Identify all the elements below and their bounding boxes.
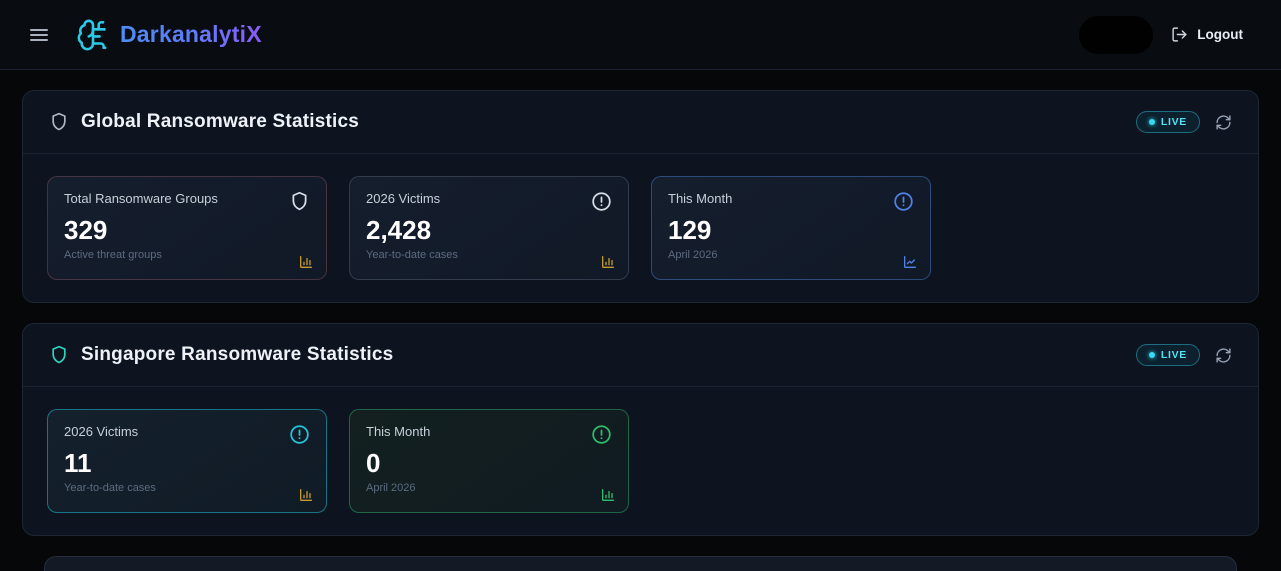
card-label: 2026 Victims bbox=[366, 191, 441, 206]
card-label: Total Ransomware Groups bbox=[64, 191, 218, 206]
stat-card-total-groups: Total Ransomware Groups 329 Active threa… bbox=[47, 176, 327, 280]
refresh-icon[interactable] bbox=[1215, 347, 1232, 364]
shield-icon bbox=[49, 112, 69, 132]
card-value: 129 bbox=[668, 215, 712, 245]
card-value: 0 bbox=[366, 448, 381, 478]
global-stats-panel: Global Ransomware Statistics LIVE Total … bbox=[22, 90, 1259, 303]
stat-card-sg-month: This Month 0 April 2026 bbox=[349, 409, 629, 513]
stat-card-sg-victims: 2026 Victims 11 Year-to-date cases bbox=[47, 409, 327, 513]
card-label: This Month bbox=[366, 424, 431, 439]
card-label: This Month bbox=[668, 191, 733, 206]
global-stats-header: Global Ransomware Statistics LIVE bbox=[23, 91, 1258, 154]
section-title: Singapore Ransomware Statistics bbox=[81, 344, 394, 365]
bar-chart-icon[interactable] bbox=[298, 254, 314, 270]
card-subtitle: April 2026 bbox=[366, 482, 416, 495]
bar-chart-icon[interactable] bbox=[600, 487, 616, 503]
card-label: 2026 Victims bbox=[64, 424, 139, 439]
live-badge: LIVE bbox=[1135, 111, 1200, 133]
menu-icon[interactable] bbox=[30, 28, 48, 41]
live-dot-icon bbox=[1148, 119, 1155, 125]
card-subtitle: Year-to-date cases bbox=[366, 249, 458, 262]
alert-circle-icon bbox=[893, 191, 914, 212]
card-value: 329 bbox=[64, 215, 108, 245]
user-badge[interactable] bbox=[1079, 15, 1154, 54]
logout-button[interactable]: Logout bbox=[1171, 26, 1243, 43]
refresh-icon[interactable] bbox=[1215, 114, 1232, 131]
brand-name: DarkanalytiX bbox=[120, 21, 262, 47]
shield-icon bbox=[49, 345, 69, 365]
alert-circle-icon bbox=[591, 424, 612, 445]
top-bar: DarkanalytiX Logout bbox=[0, 0, 1281, 70]
alert-circle-icon bbox=[591, 191, 612, 212]
card-subtitle: Year-to-date cases bbox=[64, 482, 156, 495]
card-value: 11 bbox=[64, 448, 92, 478]
brain-circuit-icon bbox=[76, 18, 110, 52]
card-subtitle: April 2026 bbox=[668, 249, 718, 262]
live-dot-icon bbox=[1148, 352, 1155, 358]
card-value: 2,428 bbox=[366, 215, 432, 245]
stat-card-global-month: This Month 129 April 2026 bbox=[651, 176, 931, 280]
logout-icon bbox=[1171, 26, 1188, 43]
singapore-stats-panel: Singapore Ransomware Statistics LIVE 202… bbox=[22, 323, 1259, 536]
section-title: Global Ransomware Statistics bbox=[81, 111, 360, 132]
shield-icon bbox=[289, 191, 310, 212]
singapore-stats-header: Singapore Ransomware Statistics LIVE bbox=[23, 324, 1258, 387]
alert-circle-icon bbox=[289, 424, 310, 445]
next-section-panel bbox=[44, 556, 1237, 571]
brand-logo[interactable]: DarkanalytiX bbox=[76, 18, 262, 52]
bar-chart-icon[interactable] bbox=[298, 487, 314, 503]
card-subtitle: Active threat groups bbox=[64, 249, 162, 262]
live-badge: LIVE bbox=[1135, 344, 1200, 366]
line-chart-icon[interactable] bbox=[902, 254, 918, 270]
logout-label: Logout bbox=[1197, 27, 1243, 42]
stat-card-global-victims: 2026 Victims 2,428 Year-to-date cases bbox=[349, 176, 629, 280]
bar-chart-icon[interactable] bbox=[600, 254, 616, 270]
